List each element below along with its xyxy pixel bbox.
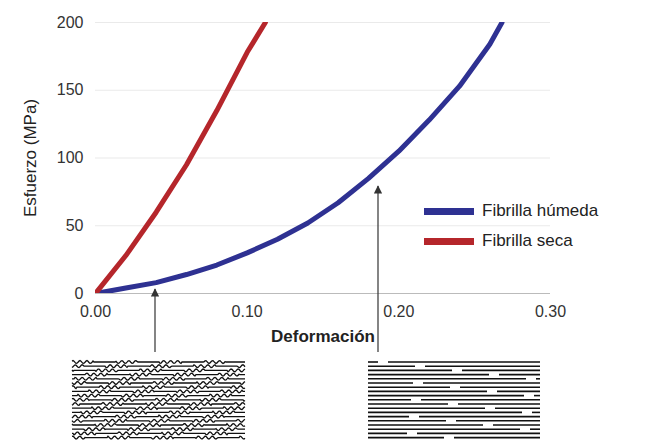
svg-text:100: 100 xyxy=(57,149,84,166)
svg-text:Esfuerzo (MPa): Esfuerzo (MPa) xyxy=(21,99,40,217)
svg-text:50: 50 xyxy=(66,217,84,234)
svg-text:0: 0 xyxy=(75,285,84,302)
svg-text:0.30: 0.30 xyxy=(535,303,566,320)
svg-text:150: 150 xyxy=(57,81,84,98)
html-text:Fibrilla seca: Fibrilla seca xyxy=(482,231,573,250)
svg-text:0.20: 0.20 xyxy=(383,303,414,320)
html-text:Fibrilla húmeda: Fibrilla húmeda xyxy=(482,201,599,220)
svg-text:Deformación: Deformación xyxy=(271,327,375,346)
svg-text:0.00: 0.00 xyxy=(80,303,111,320)
svg-text:200: 200 xyxy=(57,14,84,31)
svg-text:0.10: 0.10 xyxy=(232,303,263,320)
